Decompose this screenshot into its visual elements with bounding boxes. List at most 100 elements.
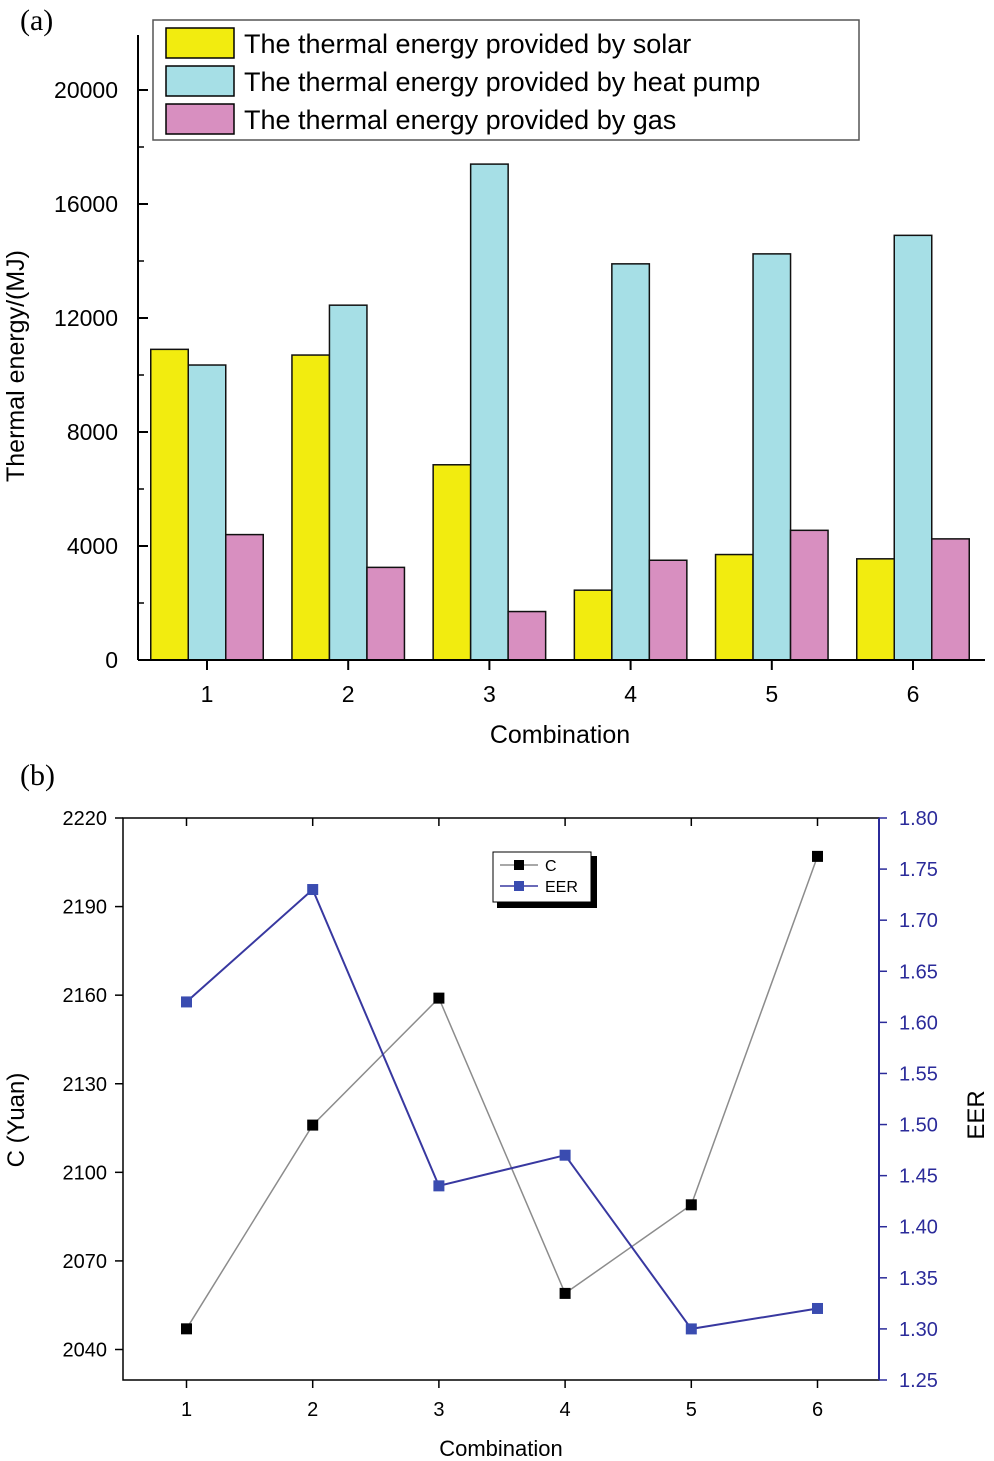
x-tick-label: 6 — [812, 1399, 823, 1421]
bar-heat-pump-5 — [752, 253, 792, 661]
bar-solar-2 — [291, 354, 331, 661]
right-tick-label: 1.25 — [899, 1370, 938, 1392]
bar-solar-6 — [856, 558, 895, 661]
y-tick-label: 20000 — [54, 77, 118, 103]
legend-label-c: C — [545, 858, 557, 875]
y-tick-label: 4000 — [67, 533, 118, 559]
bar-gas-2 — [366, 566, 406, 661]
point-eer-2 — [307, 884, 319, 896]
legend-swatch-gas — [165, 103, 235, 135]
left-tick-label: 2190 — [63, 897, 108, 919]
left-tick-label: 2070 — [63, 1251, 108, 1273]
legend-swatch-solar — [165, 27, 235, 59]
panel-a-bars — [150, 163, 970, 661]
legend-label-solar: The thermal energy provided by solar — [244, 29, 691, 59]
line-c — [185, 856, 819, 1330]
panel-a-y-ticks: 0 4000 8000 12000 16000 20000 — [54, 77, 148, 673]
legend-label-gas: The thermal energy provided by gas — [244, 105, 676, 135]
right-tick-label: 1.45 — [899, 1166, 938, 1188]
left-tick-label: 2220 — [63, 808, 108, 830]
bar-gas-1 — [225, 533, 264, 661]
y-tick-label: 0 — [105, 647, 118, 673]
x-tick-label: 4 — [560, 1399, 571, 1421]
panel-b-right-ticks: 1.25 1.30 1.35 1.40 1.45 1.50 1.55 1.60 1.65 1.70… — [879, 808, 938, 1392]
point-eer-4 — [559, 1149, 571, 1161]
panel-b: (b) 2040 2070 2100 2130 2160 2190 2220 1.25 1.3… — [3, 759, 990, 1461]
panel-b-label: (b) — [20, 759, 55, 792]
panel-b-x-ticks: 1 2 3 4 5 6 — [181, 818, 823, 1421]
point-c-5 — [685, 1199, 697, 1211]
legend-marker-eer — [514, 881, 524, 891]
right-tick-label: 1.75 — [899, 859, 938, 881]
x-tick-label: 5 — [765, 681, 778, 707]
bar-heat-pump-2 — [328, 304, 368, 661]
bar-heat-pump-4 — [611, 263, 651, 661]
right-tick-label: 1.65 — [899, 961, 938, 983]
x-tick-label: 3 — [483, 681, 496, 707]
point-c-6 — [812, 850, 823, 862]
left-tick-label: 2130 — [63, 1074, 108, 1096]
legend-label-heat-pump: The thermal energy provided by heat pump — [244, 67, 760, 97]
bar-gas-5 — [789, 529, 829, 661]
y-tick-label: 8000 — [67, 419, 118, 445]
y-tick-label: 12000 — [54, 305, 118, 331]
left-tick-label: 2040 — [63, 1340, 108, 1362]
point-c-1 — [181, 1323, 192, 1335]
panel-b-legend-box — [492, 851, 592, 903]
panel-a-y-label: Thermal energy/(MJ) — [2, 250, 30, 482]
panel-b-y2-label: EER — [963, 1090, 990, 1139]
panel-b-legend: C EER — [492, 851, 597, 908]
panel-b-series — [181, 850, 823, 1335]
bar-heat-pump-1 — [187, 364, 227, 661]
legend-swatch-heat-pump — [165, 65, 235, 97]
point-eer-3 — [433, 1180, 445, 1192]
bar-solar-4 — [573, 589, 613, 661]
right-tick-label: 1.55 — [899, 1063, 938, 1085]
x-tick-label: 2 — [307, 1399, 318, 1421]
panel-a: (a) 0 4000 8000 12000 16000 20000 1 2 3 4 5 6 Comb… — [2, 4, 985, 749]
panel-a-x-ticks: 1 2 3 4 5 6 — [201, 660, 920, 707]
right-tick-label: 1.60 — [899, 1012, 938, 1034]
panel-a-label: (a) — [20, 4, 53, 37]
right-tick-label: 1.30 — [899, 1319, 938, 1341]
bar-solar-3 — [432, 464, 472, 661]
right-tick-label: 1.40 — [899, 1217, 938, 1239]
panel-b-x-label: Combination — [439, 1436, 563, 1461]
panel-a-legend: The thermal energy provided by solar The… — [152, 19, 860, 141]
bar-gas-3 — [507, 610, 547, 661]
left-tick-label: 2100 — [63, 1162, 108, 1184]
legend-label-eer: EER — [545, 879, 578, 896]
point-eer-5 — [685, 1323, 697, 1335]
point-c-3 — [433, 992, 445, 1004]
bar-heat-pump-3 — [469, 163, 509, 661]
bar-solar-5 — [714, 553, 754, 661]
legend-marker-c — [514, 860, 524, 870]
x-tick-label: 5 — [686, 1399, 697, 1421]
line-eer — [185, 887, 818, 1330]
point-c-2 — [307, 1119, 319, 1131]
right-tick-label: 1.70 — [899, 910, 938, 932]
left-tick-label: 2160 — [63, 985, 108, 1007]
x-tick-label: 2 — [342, 681, 355, 707]
point-eer-1 — [181, 996, 192, 1008]
y-tick-label: 16000 — [54, 191, 118, 217]
bar-heat-pump-6 — [893, 234, 933, 661]
point-eer-6 — [812, 1302, 823, 1314]
x-tick-label: 4 — [624, 681, 637, 707]
panel-b-left-ticks: 2040 2070 2100 2130 2160 2190 2220 — [63, 808, 123, 1362]
panel-b-y-label: C (Yuan) — [3, 1073, 30, 1168]
x-tick-label: 1 — [181, 1399, 192, 1421]
point-c-4 — [559, 1287, 571, 1299]
bar-gas-6 — [931, 538, 970, 661]
panel-a-legend-box — [152, 19, 860, 141]
bar-gas-4 — [648, 559, 688, 661]
x-tick-label: 6 — [907, 681, 920, 707]
x-tick-label: 3 — [433, 1399, 444, 1421]
bar-solar-1 — [150, 348, 189, 661]
x-tick-label: 1 — [201, 681, 214, 707]
right-tick-label: 1.50 — [899, 1115, 938, 1137]
panel-a-x-label: Combination — [490, 721, 630, 749]
right-tick-label: 1.35 — [899, 1268, 938, 1290]
right-tick-label: 1.80 — [899, 808, 938, 830]
